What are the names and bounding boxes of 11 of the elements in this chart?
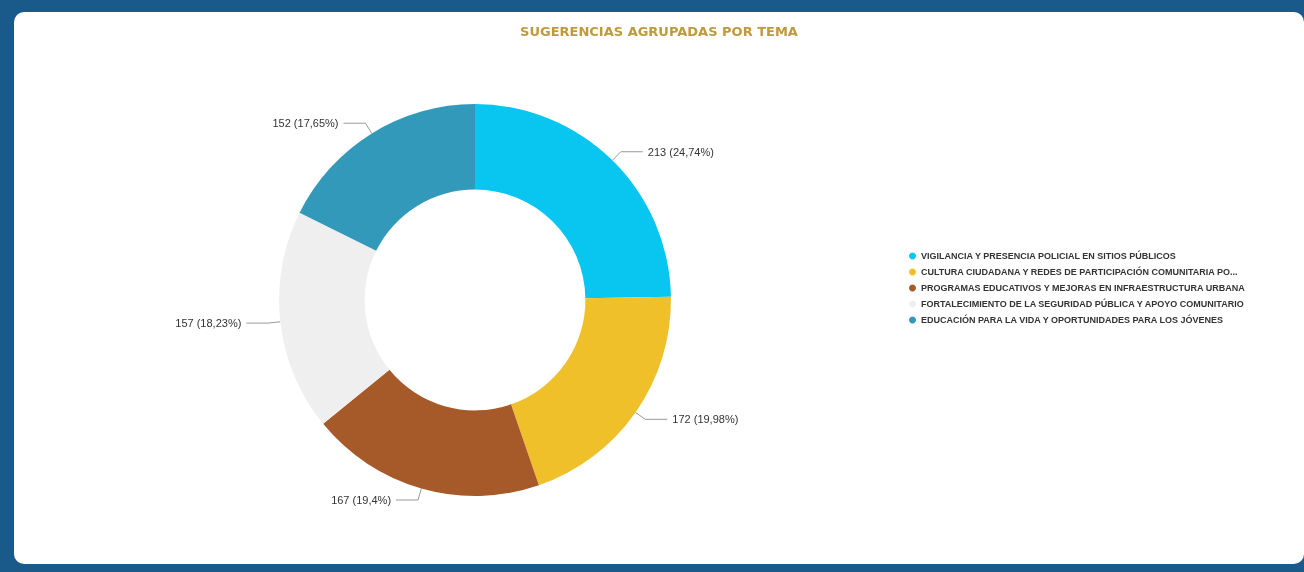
legend-label: CULTURA CIUDADANA Y REDES DE PARTICIPACIÓN COMUNITARIA PO... — [921, 266, 1238, 277]
data-label: 172 (19,98%) — [672, 413, 739, 426]
data-label: 213 (24,74%) — [647, 145, 714, 158]
legend-label: VIGILANCIA Y PRESENCIA POLICIAL EN SITIOS PÚBLICOS — [921, 250, 1176, 261]
legend-label: PROGRAMAS EDUCATIVOS Y MEJORAS EN INFRAESTRUCTURA URBANA — [921, 283, 1246, 293]
data-label: 157 (18,23%) — [175, 317, 242, 330]
data-label: 152 (17,65%) — [272, 117, 339, 130]
legend-label: EDUCACIÓN PARA LA VIDA Y OPORTUNIDADES PARA LOS JÓVENES — [921, 314, 1224, 325]
data-label: 167 (19,4%) — [331, 494, 392, 507]
legend-label: FORTALECIMIENTO DE LA SEGURIDAD PÚBLICA Y APOYO COMUNITARIO — [921, 298, 1244, 309]
chart-title: SUGERENCIAS AGRUPADAS POR TEMA — [520, 24, 798, 39]
